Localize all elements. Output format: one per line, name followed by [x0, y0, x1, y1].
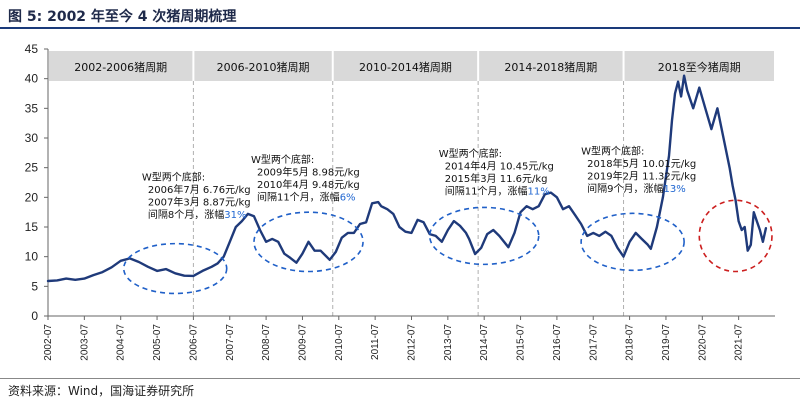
cycle-label: 2006-2010猪周期: [217, 61, 310, 74]
y-tick-label: 10: [25, 250, 39, 264]
annotation-pct: 13%: [664, 184, 686, 195]
x-tick-label: 2005-07: [152, 324, 163, 361]
annotation-heading: W型两个底部:: [251, 153, 314, 166]
y-tick-label: 40: [25, 72, 39, 86]
cycle-band: [624, 51, 774, 81]
w-bottom-ellipse: [428, 206, 540, 266]
y-tick-label: 35: [25, 101, 39, 115]
x-tick-label: 2009-07: [297, 324, 308, 361]
y-tick-label: 25: [25, 161, 39, 175]
annotation-pct: 31%: [224, 210, 246, 221]
x-tick-label: 2003-07: [79, 324, 90, 361]
annotation-line: 2009年5月 8.98元/kg: [257, 165, 360, 178]
cycle-label: 2002-2006猪周期: [74, 61, 167, 74]
annotation-line: 2015年3月 11.6元/kg: [445, 172, 548, 185]
x-tick-label: 2012-07: [407, 324, 418, 361]
figure-title: 图 5: 2002 年至今 4 次猪周期梳理: [8, 9, 237, 25]
x-tick-label: 2014-07: [479, 324, 490, 361]
x-tick-label: 2016-07: [552, 324, 563, 361]
x-tick-label: 2013-07: [443, 324, 454, 361]
cycle-label: 2014-2018猪周期: [504, 61, 597, 74]
y-tick-label: 45: [25, 42, 39, 56]
pork-price-cycle-chart: 2002-2006猪周期 2006-2010猪周期 2010-2014猪周期 2014…: [25, 42, 775, 361]
x-tick-label: 2018-07: [625, 324, 636, 361]
annotation-interval: 间隔8个月，涨幅: [148, 208, 224, 221]
x-tick-label: 2019-07: [661, 324, 672, 361]
cycle-band: [49, 51, 193, 81]
cycle-band: [479, 51, 623, 81]
w-bottom-ellipse: [253, 211, 364, 273]
w-bottom-ellipse: [122, 242, 228, 295]
x-tick-label: 2002-07: [43, 324, 54, 361]
cycle-label: 2010-2014猪周期: [359, 61, 452, 74]
x-tick-label: 2017-07: [588, 324, 599, 361]
w-bottom-ellipse: [580, 212, 685, 272]
annotation-heading: W型两个底部:: [142, 171, 205, 184]
x-tick-label: 2004-07: [116, 324, 127, 361]
annotation-line: 2006年7月 6.76元/kg: [148, 183, 251, 196]
cycle-band: [194, 51, 332, 81]
x-tick-label: 2010-07: [334, 324, 345, 361]
current-bottom-ellipse: [698, 199, 773, 273]
annotation-interval: 间隔11个月，涨幅: [445, 184, 528, 197]
annotation-line: 2010年4月 9.48元/kg: [257, 178, 360, 191]
x-tick-label: 2020-07: [697, 324, 708, 361]
cycle-label: 2018至今猪周期: [658, 60, 741, 74]
y-tick-label: 5: [31, 279, 38, 293]
y-tick-label: 0: [31, 309, 38, 323]
annotation-line: 2007年3月 8.87元/kg: [148, 196, 251, 209]
annotation-heading: W型两个底部:: [581, 145, 644, 158]
cycle-band: [333, 51, 478, 81]
x-tick-label: 2021-07: [734, 324, 745, 361]
y-tick-label: 20: [25, 190, 39, 204]
annotation-line: 2014年4月 10.45元/kg: [445, 159, 554, 172]
y-tick-label: 15: [25, 220, 39, 234]
annotation-interval: 间隔9个月，涨幅: [587, 182, 663, 195]
source-rule: [0, 378, 800, 379]
y-tick-label: 30: [25, 131, 39, 145]
source-note: 资料来源：Wind，国海证券研究所: [8, 384, 195, 398]
x-tick-label: 2008-07: [261, 324, 272, 361]
annotation-heading: W型两个底部:: [439, 147, 502, 160]
x-tick-label: 2011-07: [370, 324, 381, 360]
annotation-line: 2018年5月 10.01元/kg: [587, 157, 696, 170]
annotation-pct: 11%: [527, 186, 549, 197]
title-rule: [0, 27, 800, 29]
x-tick-label: 2006-07: [188, 324, 199, 361]
annotation-line: 2019年2月 11.32元/kg: [587, 170, 696, 183]
annotation-interval: 间隔11个月，涨幅: [257, 190, 340, 203]
annotation-pct: 6%: [340, 192, 356, 203]
x-tick-label: 2015-07: [516, 324, 527, 361]
x-tick-label: 2007-07: [225, 324, 236, 361]
